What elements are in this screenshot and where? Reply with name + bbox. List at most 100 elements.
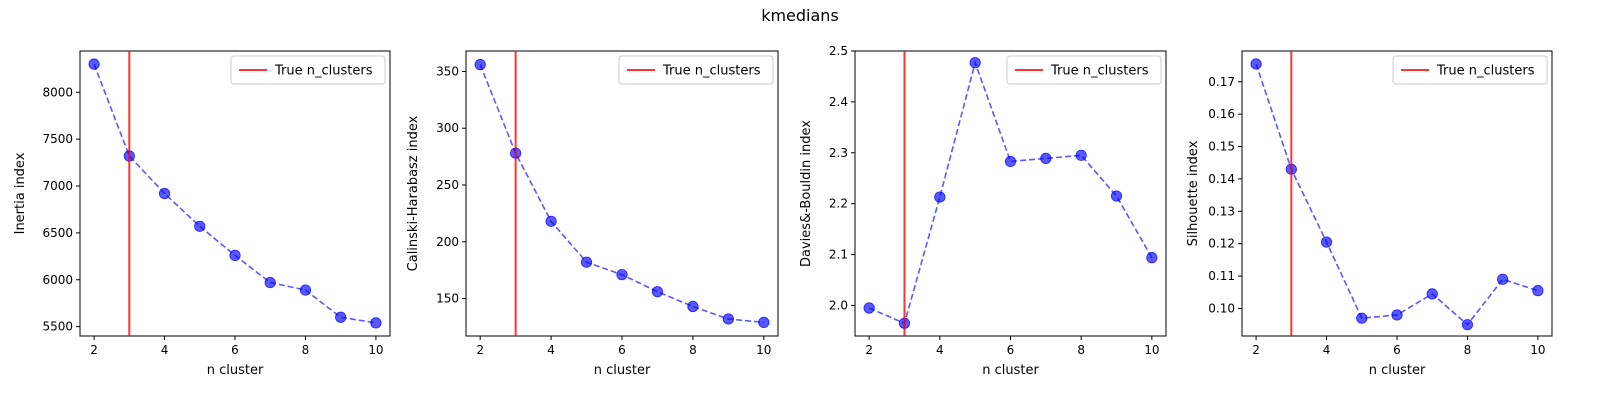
data-point [229, 249, 241, 261]
series-line [868, 60, 1153, 325]
y-tick-label: 0.12 [1208, 237, 1235, 251]
data-point [1075, 149, 1087, 161]
y-axis-label: Davies&-Bouldin index [799, 120, 814, 267]
y-tick-label: 0.15 [1208, 140, 1235, 154]
y-tick-label: 7000 [42, 179, 73, 193]
y-axis-label: Calinski-Harabasz index [406, 115, 421, 271]
y-axis-label: Inertia index [13, 152, 28, 234]
y-tick-label: 2.1 [829, 248, 848, 262]
chart-panel-3: 2 4 6 8 10 2.0 2.1 2.2 2.3 2.4 2.5 n cluster Davies&… [799, 44, 1167, 378]
data-point [158, 187, 171, 200]
legend-box [1006, 55, 1162, 85]
x-tick-label: 8 [1077, 343, 1085, 357]
legend-box [618, 55, 774, 85]
data-point [545, 215, 557, 227]
y-tick-label: 8000 [42, 85, 73, 99]
data-point [1426, 288, 1438, 300]
legend: True n_clusters [618, 55, 774, 85]
y-tick-label: 0.11 [1208, 269, 1235, 283]
data-point [1250, 58, 1262, 70]
x-tick-label: 6 [1393, 343, 1401, 357]
x-axis-label: n cluster [594, 363, 651, 378]
chart-panel-2: 2 4 6 8 10 150 200 250 300 350 n cluster Calinski-H… [406, 50, 779, 378]
y-tick-label: 0.14 [1208, 172, 1235, 186]
x-tick-label: 2 [865, 343, 873, 357]
data-point [299, 284, 312, 296]
y-tick-label: 2.4 [829, 95, 848, 109]
data-point [934, 191, 946, 203]
data-point [1497, 273, 1509, 285]
data-point [1320, 236, 1333, 248]
x-tick-label: 4 [161, 343, 169, 357]
x-tick-label: 8 [689, 343, 697, 357]
y-tick-label: 6000 [42, 273, 73, 287]
data-point [194, 220, 206, 232]
series-line [93, 63, 377, 324]
legend: True n_clusters [230, 55, 386, 85]
y-tick-label: 0.17 [1208, 75, 1235, 89]
x-axis-label: n cluster [1369, 363, 1426, 378]
y-tick-label: 5500 [42, 320, 73, 334]
legend-label: True n_clusters [662, 64, 761, 79]
y-tick-label: 200 [436, 235, 459, 249]
data-point [335, 311, 347, 323]
x-axis-label: n cluster [982, 363, 1039, 378]
series-line [1255, 63, 1539, 326]
plot-frame [79, 50, 391, 337]
data-point [1391, 309, 1403, 321]
y-tick-label: 6500 [42, 226, 73, 240]
data-point [687, 300, 699, 313]
y-axis-label: Silhouette index [1186, 140, 1201, 246]
x-tick-label: 6 [1007, 343, 1015, 357]
data-point [1356, 312, 1368, 324]
data-point [88, 58, 100, 70]
data-point [264, 276, 276, 289]
plot-area [1250, 51, 1544, 336]
chart-panel-4: 2 4 6 8 10 0.10 0.11 0.12 0.13 0.14 0.15 0.16 0.17 n … [1186, 50, 1553, 378]
data-point [1146, 252, 1158, 264]
x-tick-label: 4 [1323, 343, 1331, 357]
x-tick-label: 8 [1464, 343, 1472, 357]
x-tick-label: 4 [936, 343, 944, 357]
plot-frame [1241, 50, 1553, 337]
legend-label: True n_clusters [1050, 64, 1149, 79]
data-point [580, 256, 593, 268]
data-point [370, 317, 382, 329]
y-tick-label: 7500 [42, 132, 73, 146]
legend-box [1392, 55, 1548, 85]
x-tick-label: 10 [756, 343, 771, 357]
x-tick-label: 6 [618, 343, 626, 357]
data-point [758, 316, 770, 328]
x-tick-label: 2 [1252, 343, 1260, 357]
y-tick-label: 150 [436, 292, 459, 306]
data-point [1004, 155, 1017, 168]
x-axis-label: n cluster [207, 363, 264, 378]
data-point [1532, 285, 1544, 297]
x-tick-label: 10 [1144, 343, 1159, 357]
x-tick-label: 10 [1530, 343, 1545, 357]
plot-area [88, 51, 382, 336]
series-line [479, 64, 764, 324]
plot-frame [465, 50, 779, 337]
legend-label: True n_clusters [274, 64, 373, 79]
legend-label: True n_clusters [1436, 64, 1535, 79]
y-tick-label: 0.10 [1208, 301, 1235, 315]
data-point [863, 302, 875, 314]
legend-box [230, 55, 386, 85]
y-tick-label: 300 [436, 121, 459, 135]
data-point [651, 286, 664, 298]
data-point [722, 313, 734, 325]
x-tick-label: 2 [90, 343, 98, 357]
y-tick-label: 0.16 [1208, 107, 1235, 121]
x-tick-label: 4 [547, 343, 555, 357]
figure-title: kmedians [761, 6, 839, 25]
data-point [969, 57, 981, 69]
y-tick-label: 0.13 [1208, 204, 1235, 218]
data-point [616, 269, 628, 281]
chart-panel-1: 2 4 6 8 10 5500 6000 6500 7000 7500 8000 n cluster I… [13, 50, 391, 378]
x-tick-label: 2 [476, 343, 484, 357]
x-tick-label: 8 [302, 343, 310, 357]
legend: True n_clusters [1392, 55, 1548, 85]
